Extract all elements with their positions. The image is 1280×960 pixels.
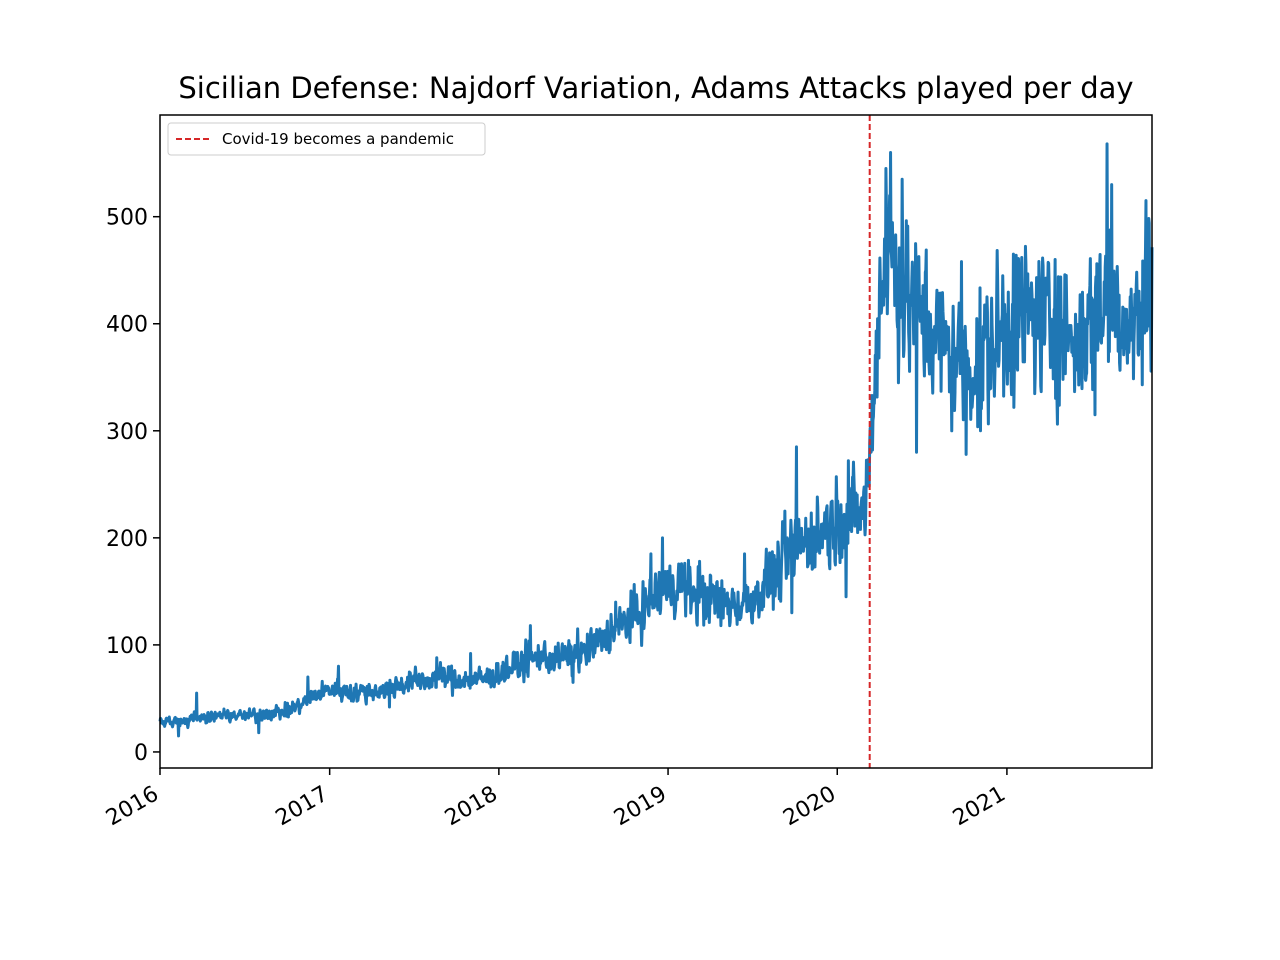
plot-area <box>160 115 1152 768</box>
series-layer <box>158 142 1154 738</box>
legend-box <box>167 122 486 156</box>
chart-title: Sicilian Defense: Najdorf Variation, Ada… <box>178 71 1133 105</box>
plot-background <box>160 115 1152 768</box>
legend: Covid-19 becomes a pandemic <box>167 122 486 156</box>
y-tick-label-500: 500 <box>106 206 148 231</box>
y-tick-label-400: 400 <box>106 313 148 338</box>
legend-label-covid: Covid-19 becomes a pandemic <box>222 130 454 148</box>
y-tick-label-300: 300 <box>106 420 148 445</box>
y-tick-label-0: 0 <box>134 741 148 766</box>
y-axis: 0 100 200 300 400 500 <box>106 206 160 766</box>
y-tick-label-100: 100 <box>106 634 148 659</box>
y-tick-label-200: 200 <box>106 527 148 552</box>
series-line-0 <box>158 142 1154 738</box>
plot-frame <box>159 114 1153 769</box>
